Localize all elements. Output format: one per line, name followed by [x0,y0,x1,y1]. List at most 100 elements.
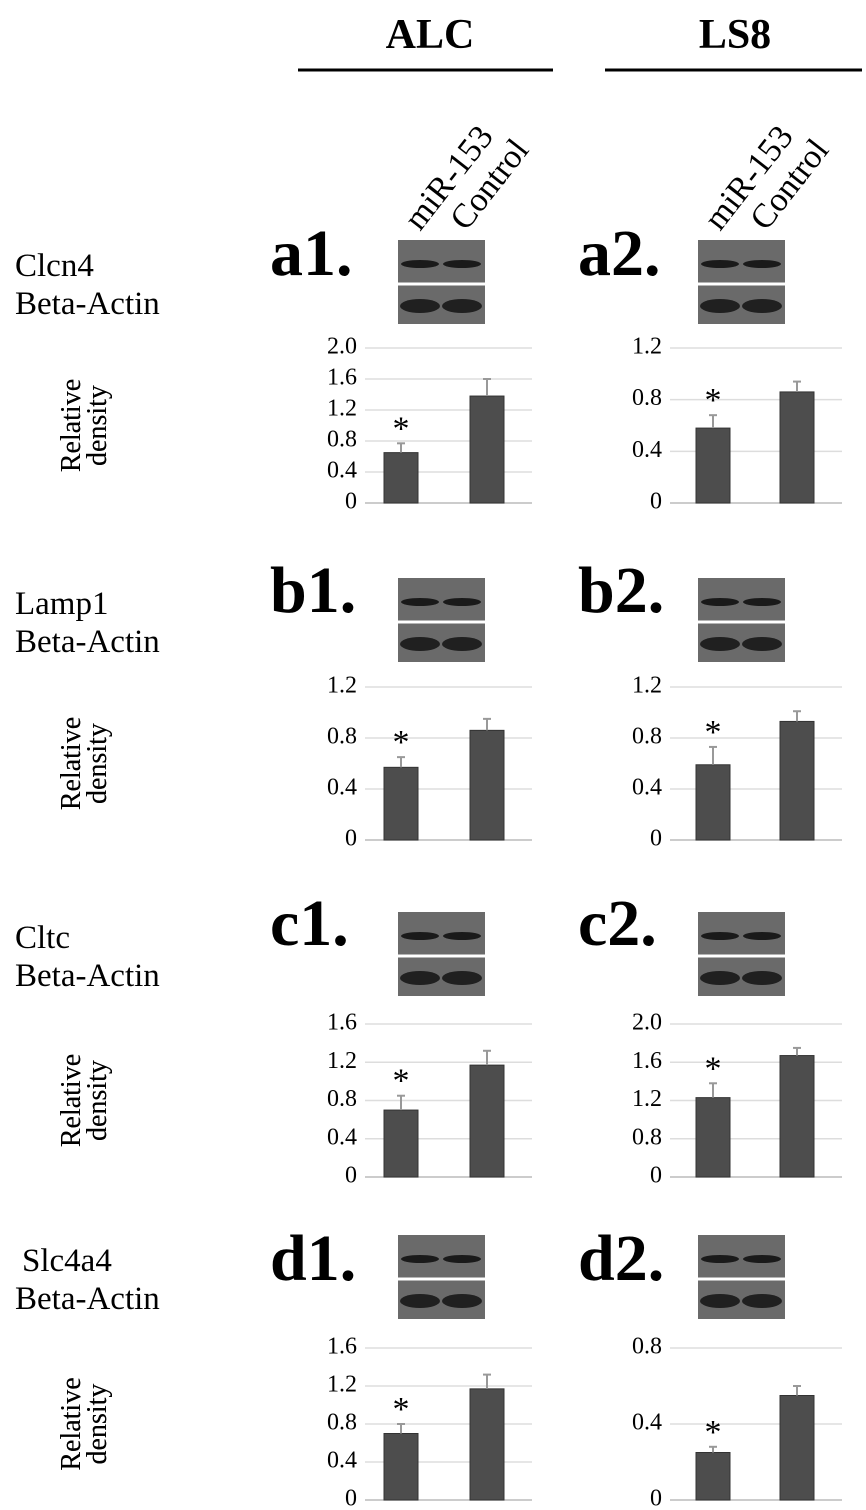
bar [384,1434,418,1501]
protein-label: Clcn4 [15,248,94,284]
blot-band [443,932,481,940]
blot-band [401,260,439,268]
panel-label: b1. [270,554,356,627]
y-tick-label tick: 0.8 [327,427,357,453]
y-tick-label tick: 2.0 [632,1010,662,1036]
y-tick-label tick: 0.4 [327,1124,357,1150]
blot-band [701,260,739,268]
y-axis-label: density [82,1384,113,1465]
y-tick-label tick: 0.4 [327,458,357,484]
blot-band [742,637,782,651]
y-tick-label tick: 0.8 [632,385,662,411]
panel-label: a1. [270,217,353,290]
panel-label: b2. [578,554,664,627]
y-tick-label tick: 0.8 [632,1124,662,1150]
blot-band [701,598,739,606]
y-tick-label tick: 0 [650,1163,662,1189]
protein-label: Cltc [15,920,70,956]
y-tick-label tick: 2.0 [327,334,357,360]
y-tick-label tick: 0.4 [632,775,662,801]
y-tick-label tick: 0 [345,1163,357,1189]
y-tick-label tick: 1.2 [327,1372,357,1398]
bar [384,453,418,503]
bar [780,392,814,503]
y-axis-label: density [82,1060,113,1141]
y-tick-label tick: 0 [650,1486,662,1510]
blot-band [401,932,439,940]
blot-band [442,299,482,313]
y-tick-label tick: 0 [345,826,357,852]
y-tick-label tick: 0 [650,489,662,515]
bar [780,1056,814,1177]
y-tick-label tick: 1.6 [632,1048,662,1074]
bar [696,765,730,840]
significance-marker: * [705,1050,722,1087]
blot-band [701,1255,739,1263]
bar [470,1389,504,1500]
blot-band [442,637,482,651]
bar [696,428,730,503]
y-tick-label tick: 0 [345,1486,357,1510]
y-tick-label tick: 0.4 [632,437,662,463]
y-tick-label tick: 0.8 [632,1334,662,1360]
significance-marker: * [393,724,410,761]
y-tick-label tick: 1.2 [632,1086,662,1112]
bar [470,396,504,503]
loading-control-label: Beta-Actin [15,286,160,322]
figure: ALCmiR-153ControlLS8miR-153ControlClcn4B… [0,0,866,1510]
panel-label: d2. [578,1222,664,1295]
blot-band [743,260,781,268]
y-tick-label tick: 0.8 [327,1410,357,1436]
blot-band [443,260,481,268]
y-tick-label tick: 0.8 [632,724,662,750]
y-tick-label tick: 1.6 [327,365,357,391]
y-tick-label tick: 0.4 [632,1410,662,1436]
blot-band [401,598,439,606]
bar [780,1396,814,1501]
y-tick-label tick: 1.2 [632,673,662,699]
protein-label: Slc4a4 [22,1243,112,1279]
bar [696,1098,730,1177]
y-tick-label tick: 0 [650,826,662,852]
y-tick-label tick: 0.8 [327,1086,357,1112]
blot-band [401,1255,439,1263]
blot-band [443,598,481,606]
y-tick-label tick: 1.2 [327,1048,357,1074]
y-tick-label tick: 0.4 [327,775,357,801]
y-tick-label tick: 1.2 [327,396,357,422]
significance-marker: * [393,1391,410,1428]
protein-label: Lamp1 [15,586,108,622]
column-header: LS8 [699,12,771,58]
y-tick-label tick: 1.6 [327,1010,357,1036]
blot-band [400,637,440,651]
blot-band [443,1255,481,1263]
blot-band [701,932,739,940]
bar [470,730,504,840]
significance-marker: * [705,714,722,751]
blot-band [700,299,740,313]
panel-label: c1. [270,887,349,960]
y-tick-label tick: 0 [345,489,357,515]
panel-label: a2. [578,217,661,290]
y-axis-label: density [82,723,113,804]
bar [780,721,814,840]
y-tick-label tick: 1.2 [632,334,662,360]
significance-marker: * [705,382,722,419]
loading-control-label: Beta-Actin [15,1281,160,1317]
blot-band [442,971,482,985]
blot-band [700,971,740,985]
blot-band [700,1294,740,1308]
blot-band [700,637,740,651]
bar [696,1453,730,1501]
blot-band [400,1294,440,1308]
y-tick-label tick: 1.2 [327,673,357,699]
blot-band [743,1255,781,1263]
y-tick-label tick: 0.4 [327,1448,357,1474]
significance-marker: * [705,1414,722,1451]
significance-marker: * [393,1063,410,1100]
blot-band [743,598,781,606]
panel-label: c2. [578,887,657,960]
loading-control-label: Beta-Actin [15,624,160,660]
bar [470,1065,504,1177]
y-tick-label tick: 1.6 [327,1334,357,1360]
